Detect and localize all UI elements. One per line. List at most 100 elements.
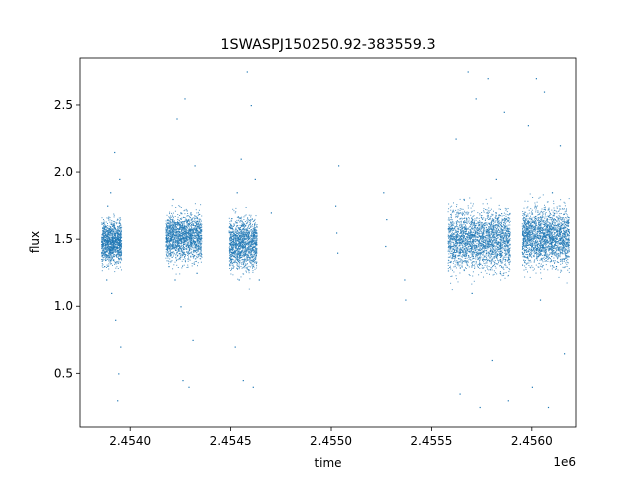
band-point-season-1	[105, 237, 106, 239]
band-point-season-2	[170, 261, 172, 263]
band-point-season-2	[166, 225, 167, 227]
band-point-season-4	[488, 254, 490, 256]
band-point-season-2	[167, 238, 169, 240]
band-point-season-1	[106, 245, 108, 247]
band-point-season-2	[195, 229, 197, 231]
band-point-season-3	[253, 252, 255, 254]
band-point-season-2	[182, 238, 184, 239]
band-point-season-2	[178, 248, 180, 250]
band-point-season-1	[114, 271, 116, 273]
band-point-season-3	[240, 240, 242, 242]
band-point-season-2	[198, 241, 200, 243]
band-point-season-2	[174, 261, 176, 263]
band-point-season-2	[199, 233, 201, 235]
band-point-season-3	[237, 231, 239, 233]
band-point-season-3	[249, 236, 251, 238]
band-point-season-3	[254, 228, 256, 230]
band-point-season-1	[117, 242, 119, 244]
band-point-season-2	[196, 254, 198, 256]
band-point-season-1	[114, 227, 116, 229]
band-point-season-3	[248, 219, 250, 221]
band-point-season-2	[180, 226, 182, 228]
band-point-season-2	[183, 226, 185, 228]
band-point-season-3	[247, 256, 249, 258]
band-point-season-1	[120, 245, 122, 247]
band-point-season-4	[472, 275, 474, 277]
band-point-season-3	[243, 243, 245, 245]
band-point-season-1	[105, 226, 107, 228]
band-point-season-4	[482, 254, 483, 256]
band-point-season-3	[254, 224, 256, 226]
band-point-season-4	[451, 258, 453, 260]
band-point-season-3	[230, 232, 232, 234]
band-point-season-2	[200, 261, 202, 263]
band-point-season-2	[177, 244, 179, 246]
band-point-season-3	[253, 250, 255, 252]
band-point-season-1	[107, 240, 109, 242]
band-point-season-1	[104, 234, 106, 236]
band-point-season-3	[249, 255, 251, 257]
band-point-season-1	[117, 242, 119, 243]
band-point-season-1	[118, 252, 120, 254]
band-point-season-2	[175, 244, 177, 246]
band-point-season-2	[170, 226, 172, 228]
band-point-season-3	[246, 234, 248, 236]
band-point-season-2	[191, 249, 193, 251]
band-point-season-1	[109, 240, 111, 241]
band-point-season-1	[101, 265, 103, 267]
band-point-season-1	[101, 240, 103, 242]
band-point-season-1	[112, 230, 114, 232]
band-point-season-4	[474, 264, 475, 266]
band-point-season-3	[236, 258, 238, 260]
band-point-season-2	[183, 253, 185, 255]
band-point-season-2	[167, 238, 169, 240]
band-point-season-3	[249, 241, 251, 243]
band-point-season-3	[250, 236, 252, 237]
band-point-season-4	[497, 248, 499, 250]
band-point-season-4	[486, 230, 488, 232]
band-point-season-2	[177, 251, 179, 252]
band-point-season-3	[254, 236, 256, 238]
band-point-season-3	[230, 234, 232, 236]
band-point-season-3	[243, 236, 245, 238]
band-point-season-2	[187, 244, 189, 246]
band-point-season-3	[251, 241, 253, 243]
band-point-season-2	[179, 235, 181, 237]
band-point-season-1	[119, 233, 121, 235]
band-point-season-2	[181, 254, 183, 256]
band-point-season-3	[244, 257, 246, 259]
band-point-season-3	[239, 236, 241, 238]
band-point-season-2	[198, 222, 199, 224]
band-point-season-3	[247, 219, 249, 220]
band-point-season-2	[192, 230, 194, 232]
band-point-season-1	[110, 230, 112, 232]
band-point-season-3	[242, 223, 244, 225]
band-point-season-1	[118, 222, 120, 224]
band-point-season-1	[114, 228, 116, 229]
band-point-season-3	[242, 229, 244, 231]
band-point-season-3	[240, 237, 242, 239]
band-point-season-2	[192, 229, 194, 230]
band-point-season-1	[115, 248, 116, 250]
band-point-season-4	[463, 245, 465, 247]
band-point-season-3	[238, 232, 240, 234]
band-point-season-2	[166, 252, 168, 254]
band-point-season-3	[240, 229, 242, 231]
band-point-season-3	[247, 251, 249, 253]
band-point-season-1	[111, 248, 113, 250]
band-point-season-2	[189, 245, 191, 247]
band-point-season-1	[105, 226, 107, 227]
band-point-season-4	[494, 255, 496, 257]
band-point-season-1	[119, 251, 121, 253]
band-point-season-1	[118, 251, 120, 253]
band-point-season-1	[114, 244, 116, 245]
band-point-season-3	[256, 224, 258, 225]
band-point-season-3	[244, 253, 246, 255]
band-point-season-2	[190, 245, 192, 247]
band-point-season-2	[165, 253, 167, 255]
band-point-season-1	[104, 227, 105, 229]
band-point-season-3	[238, 245, 239, 247]
band-point-season-2	[166, 236, 168, 238]
band-point-season-1	[102, 235, 104, 237]
band-point-season-1	[112, 254, 114, 256]
